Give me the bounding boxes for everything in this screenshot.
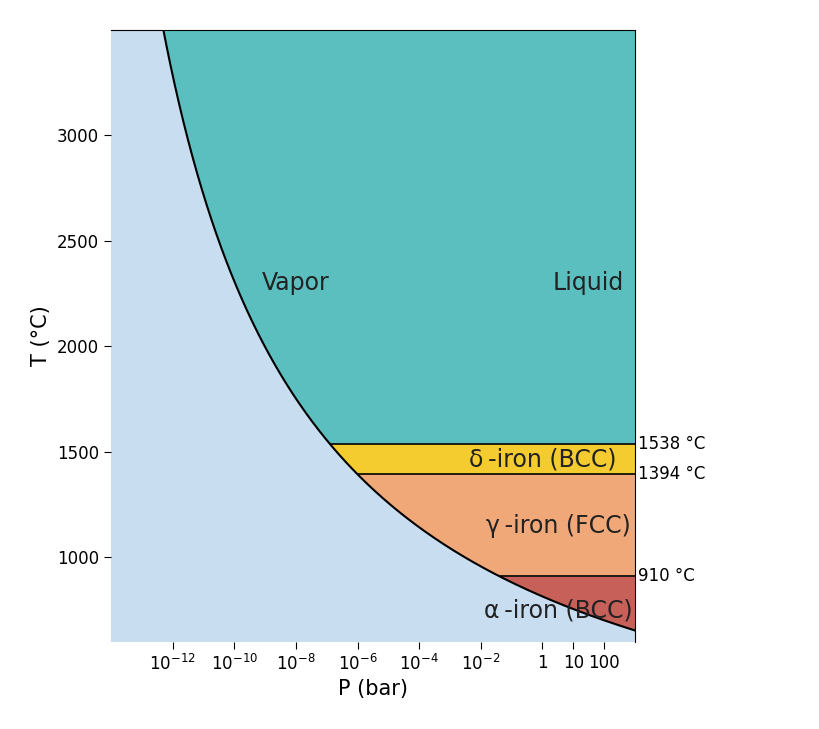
Text: Vapor: Vapor: [261, 271, 329, 295]
Text: 910 °C: 910 °C: [638, 567, 695, 585]
Text: δ -iron (BCC): δ -iron (BCC): [468, 447, 616, 471]
X-axis label: P (bar): P (bar): [337, 679, 407, 699]
Polygon shape: [357, 475, 634, 577]
Text: 1394 °C: 1394 °C: [638, 465, 705, 483]
Text: γ -iron (FCC): γ -iron (FCC): [485, 514, 630, 538]
Polygon shape: [163, 30, 634, 444]
Polygon shape: [500, 577, 634, 642]
Polygon shape: [329, 444, 634, 475]
Text: Liquid: Liquid: [553, 271, 623, 295]
Y-axis label: T (°C): T (°C): [31, 305, 52, 366]
Text: 1538 °C: 1538 °C: [638, 435, 705, 453]
Text: α -iron (BCC): α -iron (BCC): [483, 599, 631, 623]
